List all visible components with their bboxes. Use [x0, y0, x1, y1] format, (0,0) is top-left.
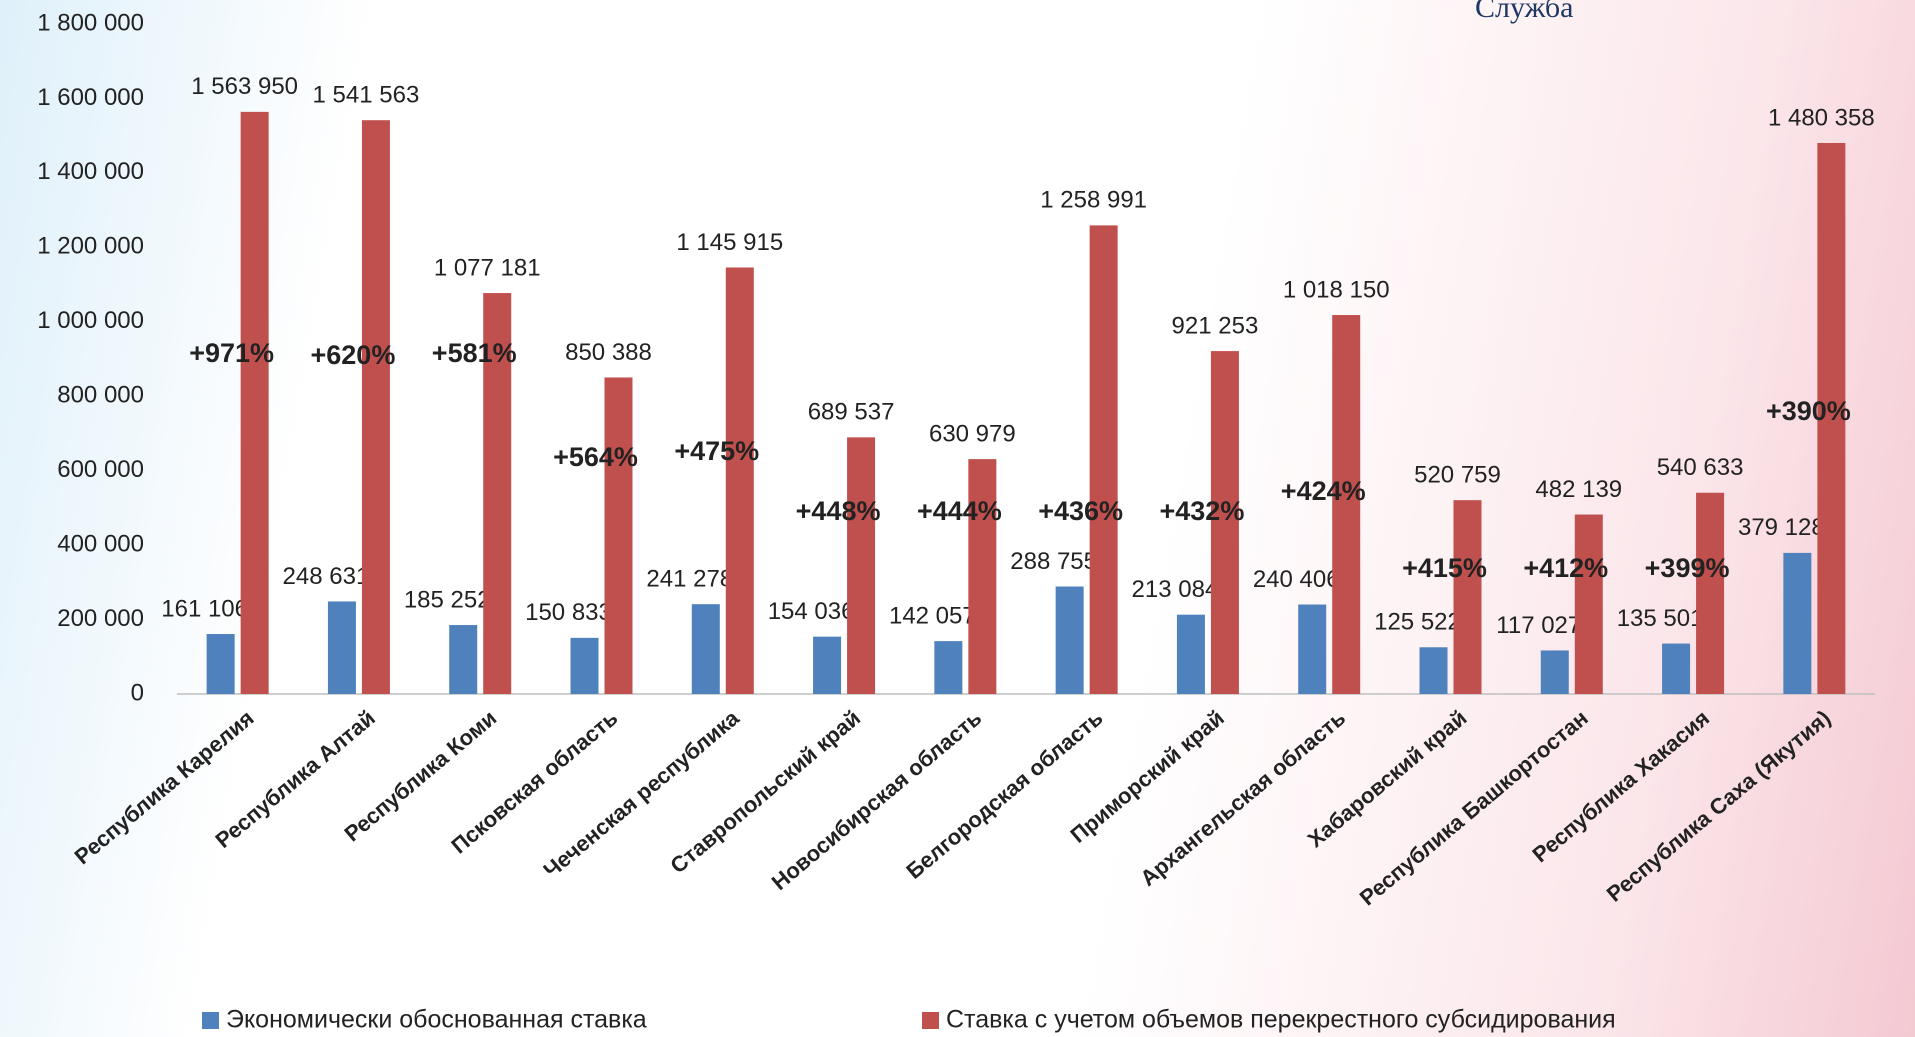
x-tick-label: Чеченская республика	[539, 705, 745, 883]
bar	[1453, 500, 1482, 694]
annotation: +436%	[1038, 496, 1123, 526]
bar	[934, 641, 963, 694]
x-tick-label: Архангельская область	[1135, 705, 1350, 891]
bar	[483, 293, 512, 694]
annotation: +581%	[432, 338, 517, 368]
legend-label: Экономически обоснованная ставка	[226, 1006, 647, 1034]
bar	[847, 437, 876, 694]
value-label: 1 258 991	[1040, 187, 1147, 214]
x-tick-label: Республика Саха (Якутия)	[1602, 705, 1835, 907]
value-label: 540 633	[1657, 454, 1744, 481]
value-label: 850 388	[565, 339, 652, 366]
y-tick-label: 0	[131, 679, 144, 706]
value-label: 213 084	[1132, 576, 1219, 603]
bar	[570, 637, 599, 694]
annotation: +448%	[796, 496, 881, 526]
annotation: +432%	[1160, 496, 1245, 526]
bar	[327, 601, 356, 694]
x-tick-label: Республика Башкортостан	[1355, 705, 1593, 910]
value-label: 161 106	[161, 595, 248, 622]
legend-swatch	[922, 1012, 939, 1029]
bar	[1332, 315, 1361, 694]
annotation: +424%	[1281, 476, 1366, 506]
bar	[1540, 650, 1569, 694]
value-label: 142 057	[889, 602, 976, 629]
bar	[1696, 492, 1725, 694]
x-tick-label: Белгородская область	[901, 705, 1107, 884]
bar	[691, 604, 720, 694]
y-tick-label: 400 000	[57, 530, 144, 557]
bar	[1089, 225, 1118, 695]
annotation: +475%	[674, 436, 759, 466]
value-label: 1 018 150	[1283, 276, 1390, 303]
value-label: 482 139	[1535, 476, 1622, 503]
bar	[1419, 647, 1448, 694]
y-tick-label: 1 800 000	[37, 9, 144, 36]
bar	[449, 625, 478, 694]
value-label: 1 541 563	[313, 82, 420, 109]
value-label: 135 501	[1617, 605, 1704, 632]
y-tick-label: 1 600 000	[37, 84, 144, 111]
logo-text: Служба	[1475, 0, 1574, 24]
annotation: +399%	[1645, 553, 1730, 583]
value-label: 125 522	[1374, 609, 1461, 636]
bar	[206, 634, 235, 694]
annotation: +564%	[553, 442, 638, 472]
y-tick-label: 800 000	[57, 382, 144, 409]
annotation: +444%	[917, 496, 1002, 526]
bar	[1176, 614, 1205, 694]
bar	[1210, 351, 1239, 694]
legend-label: Ставка с учетом объемов перекрестного су…	[946, 1006, 1616, 1034]
y-tick-label: 600 000	[57, 456, 144, 483]
bar	[968, 459, 997, 694]
bar	[1662, 643, 1691, 694]
value-label: 379 128	[1738, 514, 1825, 541]
bar	[725, 267, 754, 694]
value-label: 1 145 915	[676, 229, 783, 256]
bar	[1055, 586, 1084, 694]
value-label: 288 755	[1010, 548, 1097, 575]
x-tick-group: Республика Саха (Якутия)	[1602, 705, 1835, 907]
x-tick-group: Белгородская область	[901, 705, 1107, 884]
annotation: +412%	[1523, 553, 1608, 583]
x-tick-group: Чеченская республика	[539, 705, 745, 883]
bar	[1817, 142, 1846, 695]
value-label: 185 252	[404, 586, 491, 613]
bar	[604, 377, 633, 694]
x-tick-group: Новосибирская область	[767, 705, 987, 895]
value-label: 921 253	[1172, 312, 1259, 339]
x-tick-label: Новосибирская область	[767, 705, 987, 895]
x-tick-group: Архангельская область	[1135, 705, 1350, 891]
bar	[1783, 552, 1812, 694]
annotation: +390%	[1766, 396, 1851, 426]
y-tick-label: 200 000	[57, 605, 144, 632]
bar	[813, 636, 842, 694]
value-label: 630 979	[929, 420, 1016, 447]
value-label: 240 406	[1253, 566, 1340, 593]
value-label: 1 077 181	[434, 254, 541, 281]
value-label: 150 833	[525, 599, 612, 626]
value-label: 520 759	[1414, 462, 1501, 489]
bar	[240, 111, 269, 695]
bar	[361, 120, 390, 695]
annotation: +415%	[1402, 553, 1487, 583]
annotation: +620%	[311, 340, 396, 370]
value-label: 117 027	[1496, 612, 1581, 639]
y-tick-label: 1 400 000	[37, 158, 144, 185]
value-label: 689 537	[808, 399, 895, 426]
x-tick-group: Республика Башкортостан	[1355, 705, 1593, 910]
legend-swatch	[202, 1012, 219, 1029]
value-label: 241 278	[646, 566, 733, 593]
bar	[1298, 604, 1327, 694]
value-label: 1 480 358	[1768, 104, 1875, 131]
y-tick-label: 1 000 000	[37, 307, 144, 334]
value-label: 248 631	[283, 563, 370, 590]
y-tick-label: 1 200 000	[37, 233, 144, 260]
annotation: +971%	[189, 338, 274, 368]
bar	[1574, 514, 1603, 694]
value-label: 154 036	[768, 598, 855, 625]
value-label: 1 563 950	[191, 73, 298, 100]
